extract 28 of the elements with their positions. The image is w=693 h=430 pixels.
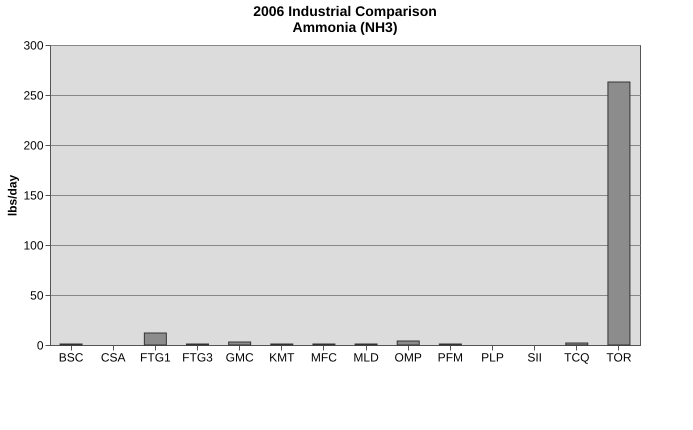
x-tick-label: CSA	[100, 350, 126, 364]
bar	[396, 340, 420, 346]
y-tick-label: 100	[23, 238, 44, 252]
x-tick-label: PLP	[481, 350, 504, 364]
y-tick-label: 0	[36, 338, 44, 352]
x-tick-label: FTG3	[182, 350, 214, 364]
x-tick-label: TCQ	[564, 350, 590, 364]
x-tick-label: MLD	[353, 350, 380, 364]
x-tick-label: SII	[527, 350, 542, 364]
y-tick-label: 150	[23, 188, 44, 202]
y-tick-label: 250	[23, 88, 44, 102]
x-tick-label: TOR	[606, 350, 632, 364]
bar	[565, 342, 588, 346]
bar	[228, 342, 252, 346]
x-tick-label: KMT	[269, 350, 296, 364]
x-tick-label: MFC	[310, 350, 338, 364]
x-tick-label: FTG1	[140, 350, 172, 364]
x-tick-label: PFM	[438, 350, 464, 364]
x-tick-label: BSC	[58, 350, 84, 364]
y-tick-label: 300	[23, 38, 44, 52]
y-tick-label: 200	[23, 138, 44, 152]
x-tick-label: OMP	[394, 350, 422, 364]
text: 2006 Industrial Comparison	[253, 3, 437, 19]
text: Ammonia (NH3)	[292, 19, 398, 35]
y-axis-title: lbs/day	[5, 174, 20, 216]
y-tick-label: 50	[30, 288, 44, 302]
x-tick-label: GMC	[226, 350, 254, 364]
bar	[144, 332, 167, 346]
